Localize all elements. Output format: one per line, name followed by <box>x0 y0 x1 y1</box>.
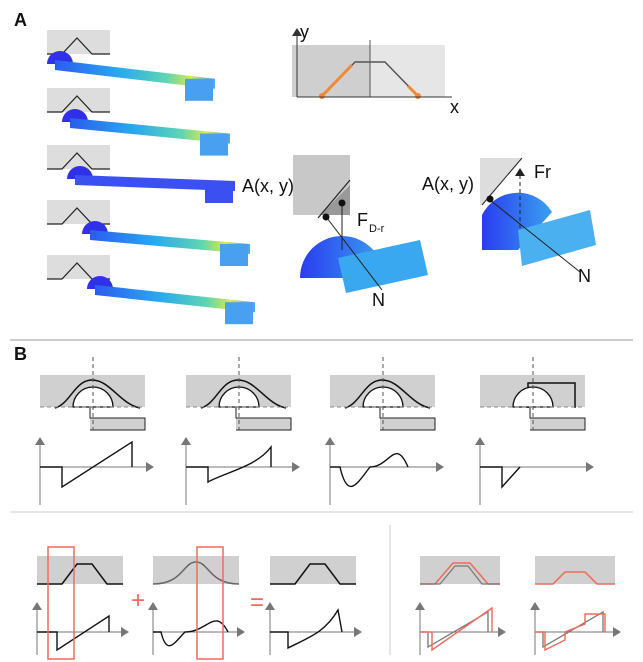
point-label: A(x, y) <box>242 176 294 196</box>
force-curve <box>480 467 520 487</box>
figure: A y x A(x, y) F D-r N A(x, y) Fr N B + = <box>0 0 643 662</box>
point <box>487 196 494 203</box>
force-curve <box>330 454 408 487</box>
force-curve <box>186 447 271 482</box>
wall <box>47 255 110 279</box>
point <box>339 200 346 207</box>
body <box>380 407 435 430</box>
layout <box>8 0 633 659</box>
force-label: Fr <box>534 162 551 182</box>
operator: + <box>131 587 145 614</box>
end-block <box>185 79 213 101</box>
force-curve <box>40 467 62 487</box>
body <box>90 407 145 430</box>
arrow-head <box>475 437 485 445</box>
end-block <box>220 244 248 266</box>
arrow-head <box>415 602 425 610</box>
body <box>236 407 291 430</box>
wall <box>47 30 110 54</box>
wall <box>37 556 123 584</box>
force-curve <box>40 442 132 487</box>
force-curve <box>270 610 342 648</box>
wall <box>153 556 239 584</box>
point <box>319 93 325 99</box>
arrow-head <box>325 437 335 445</box>
end-block <box>200 134 228 156</box>
arrow-head <box>265 602 275 610</box>
axis-label: y <box>300 22 309 42</box>
arrow-head <box>146 462 154 472</box>
operator: = <box>250 589 264 616</box>
normal-label: N <box>372 290 385 310</box>
arrow-head <box>292 462 300 472</box>
end-block <box>225 302 253 324</box>
wall <box>47 145 110 169</box>
panel-label: A <box>14 10 27 30</box>
arrow-head <box>237 627 245 637</box>
region-dark <box>292 45 370 97</box>
arrow-head <box>586 462 594 472</box>
normal-label: N <box>578 266 591 286</box>
wall <box>270 556 356 584</box>
arrow-head <box>436 462 444 472</box>
arrow-head <box>121 627 129 637</box>
body <box>530 407 585 430</box>
arrow-head <box>498 627 506 637</box>
panel-label: B <box>14 344 27 364</box>
arrow-head <box>515 168 525 176</box>
arrow-head <box>148 602 158 610</box>
end-block <box>205 181 233 203</box>
point <box>415 93 421 99</box>
arrow-head <box>613 627 621 637</box>
arrow-head <box>32 602 42 610</box>
wall <box>420 556 500 584</box>
arrow-head <box>530 602 540 610</box>
axis-label: x <box>450 97 459 117</box>
wall <box>47 200 110 224</box>
force-curve <box>153 621 228 646</box>
force-label: F <box>357 210 368 230</box>
arrow-head <box>181 437 191 445</box>
point-label: A(x, y) <box>422 174 474 194</box>
force-curve <box>420 608 492 650</box>
arrow-head <box>354 627 362 637</box>
force-curve <box>480 467 502 487</box>
arrow-head <box>35 437 45 445</box>
wall <box>47 88 110 112</box>
point <box>323 214 330 221</box>
force-subscript: D-r <box>369 223 385 235</box>
wall <box>535 556 615 584</box>
